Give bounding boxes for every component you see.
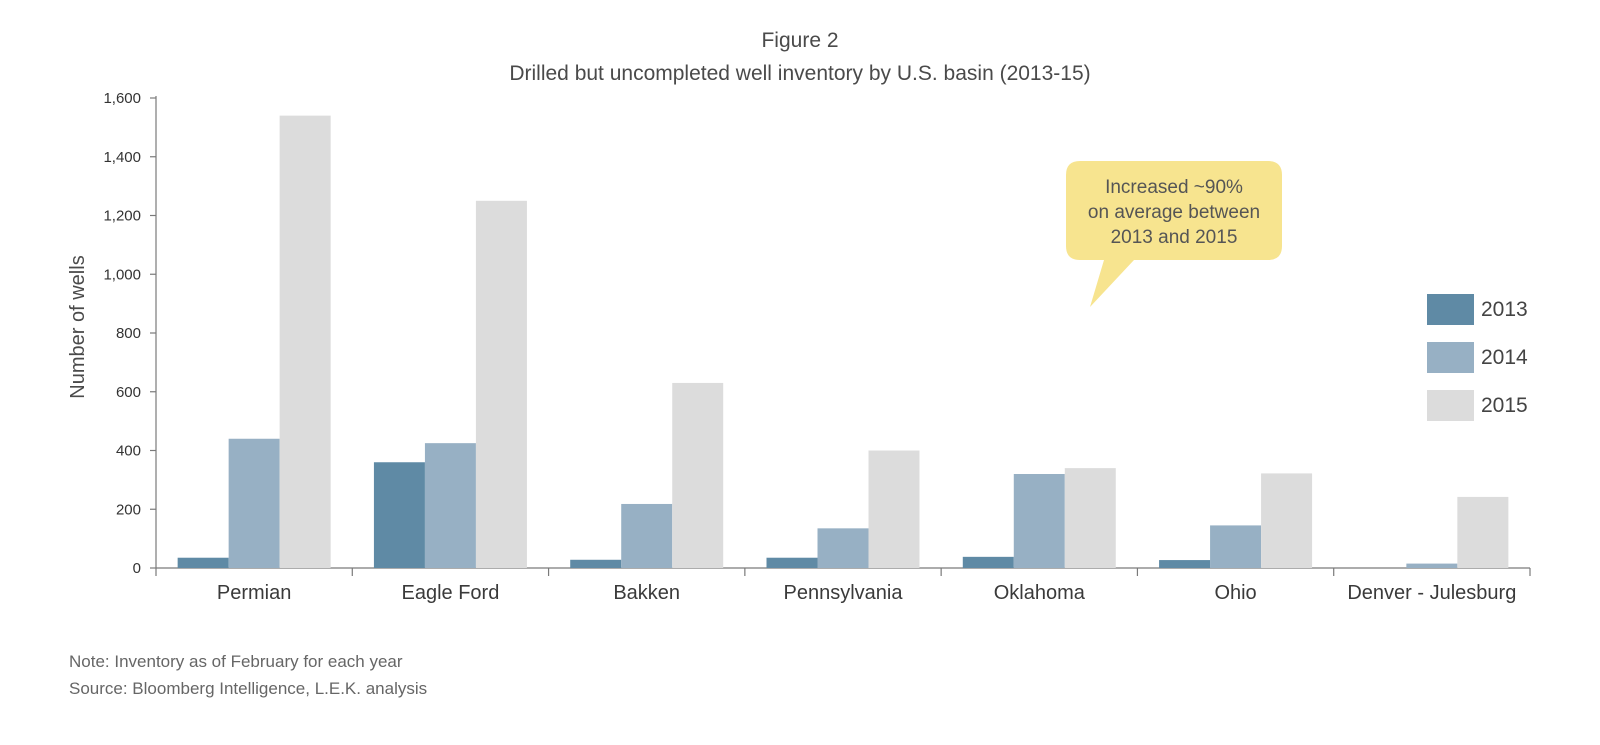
bar-2015 — [868, 450, 920, 568]
bar-2013 — [1159, 560, 1211, 568]
bar-2014 — [621, 503, 673, 568]
annotation-callout: Increased ~90% on average between 2013 a… — [1066, 161, 1282, 307]
callout-bubble — [1066, 161, 1282, 307]
legend-swatch-2014 — [1427, 342, 1474, 373]
chart-note: Note: Inventory as of February for each … — [69, 652, 403, 671]
callout-line-2: on average between — [1088, 202, 1260, 223]
legend-swatch-2015 — [1427, 390, 1474, 421]
figure-label: Figure 2 — [761, 29, 838, 52]
x-category-label: Oklahoma — [994, 582, 1086, 604]
bar-2015 — [1457, 496, 1509, 568]
bar-2014 — [1210, 525, 1262, 568]
y-tick-label: 800 — [116, 325, 141, 342]
bar-2013 — [766, 557, 818, 568]
y-tick-label: 200 — [116, 501, 141, 518]
bar-2013 — [373, 462, 425, 568]
x-category-label: Permian — [217, 582, 291, 604]
legend-swatch-2013 — [1427, 294, 1474, 325]
bar-2014 — [424, 443, 476, 568]
bar-2013 — [570, 559, 622, 568]
x-category-label: Denver - Julesburg — [1347, 582, 1516, 604]
bar-2015 — [1064, 468, 1116, 568]
bar-2015 — [672, 382, 724, 568]
legend-label-2014: 2014 — [1481, 346, 1528, 369]
y-tick-label: 0 — [133, 560, 141, 577]
callout-line-3: 2013 and 2015 — [1111, 227, 1238, 248]
bars — [177, 115, 1509, 568]
y-tick-label: 600 — [116, 384, 141, 401]
y-tick-label: 1,600 — [103, 90, 141, 107]
x-category-label: Bakken — [613, 582, 680, 604]
bar-2013 — [962, 556, 1014, 568]
legend-label-2013: 2013 — [1481, 298, 1528, 321]
bar-2014 — [1406, 563, 1458, 568]
y-tick-label: 400 — [116, 443, 141, 460]
y-axis-label: Number of wells — [67, 255, 89, 398]
bar-2014 — [817, 528, 869, 568]
bar-2015 — [1261, 473, 1313, 568]
bar-2014 — [1013, 474, 1065, 568]
callout-line-1: Increased ~90% — [1105, 177, 1243, 198]
y-tick-label: 1,000 — [103, 266, 141, 283]
chart-source: Source: Bloomberg Intelligence, L.E.K. a… — [69, 679, 428, 698]
bar-2014 — [228, 438, 280, 568]
x-category-label: Eagle Ford — [402, 582, 500, 604]
x-category-label: Ohio — [1214, 582, 1256, 604]
y-axis: 0 200 400 600 800 1,000 1,200 1,400 1,600 — [103, 90, 157, 577]
legend-label-2015: 2015 — [1481, 394, 1528, 417]
bar-2015 — [279, 115, 331, 568]
x-category-label: Pennsylvania — [784, 582, 904, 604]
bar-2013 — [177, 557, 229, 568]
x-axis: Permian Eagle Ford Bakken Pennsylvania Oklah… — [155, 567, 1531, 604]
chart-title: Drilled but uncompleted well inventory b… — [509, 62, 1090, 85]
y-tick-label: 1,400 — [103, 149, 141, 166]
legend: 2013 2014 2015 — [1427, 294, 1528, 421]
y-tick-label: 1,200 — [103, 208, 141, 225]
bar-2015 — [475, 200, 527, 568]
